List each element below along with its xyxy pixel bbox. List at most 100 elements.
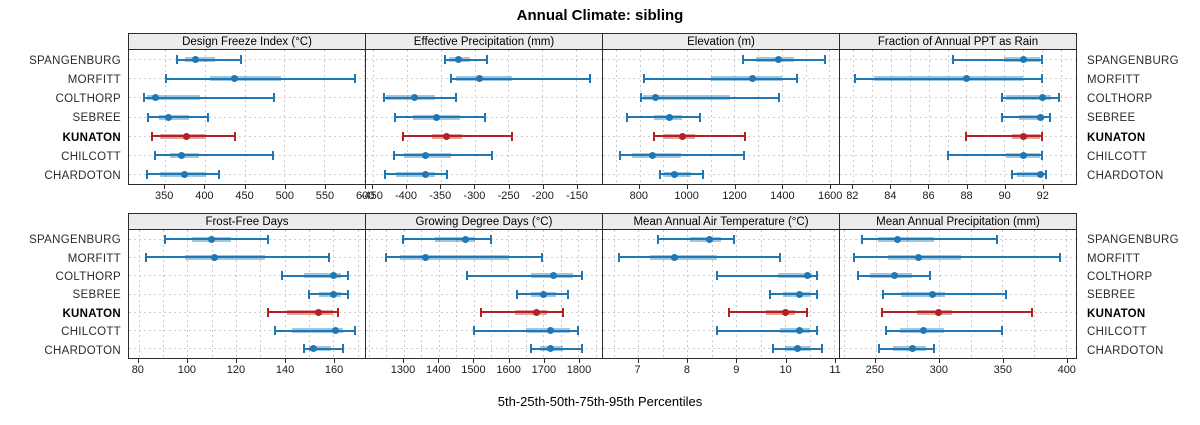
panel: Elevation (m) 800 1000 1200 1400 1600: [602, 33, 842, 213]
median-dot: [208, 235, 216, 243]
whisker-cap-left: [880, 307, 883, 317]
median-dot: [433, 113, 441, 121]
axis-tick: [852, 185, 854, 189]
whisker-cap-right: [327, 252, 330, 262]
axis-tick: [1042, 185, 1044, 189]
whisker-line: [1011, 173, 1046, 176]
axis-tick: [334, 359, 336, 363]
axis-tick-label: 84: [884, 190, 897, 202]
whisker-line: [728, 311, 808, 314]
whisker-cap-left: [164, 234, 167, 244]
whisker-cap-right: [1001, 326, 1004, 336]
whisker-cap-left: [878, 344, 881, 354]
whisker-cap-left: [771, 344, 774, 354]
whisker-line: [282, 274, 348, 277]
row-gridline: [840, 116, 1076, 118]
whisker-cap-right: [743, 131, 746, 141]
median-dot: [671, 253, 679, 261]
median-dot: [648, 151, 656, 159]
row-gridline: [603, 348, 839, 350]
axis-tick: [284, 185, 286, 189]
station-label: KUNATON: [1087, 307, 1146, 320]
whisker-cap-right: [732, 234, 735, 244]
axis-tick-label: 1400: [425, 364, 451, 376]
panel-x-axis: 800 1000 1200 1400 1600: [602, 185, 842, 213]
median-dot: [421, 151, 429, 159]
whisker-cap-right: [820, 344, 823, 354]
axis-tick: [579, 359, 581, 363]
strip-spacer: [1080, 213, 1200, 231]
axis-tick-label: 1500: [461, 364, 486, 376]
axis-tick-label: 86: [922, 190, 935, 202]
median-dot: [315, 308, 323, 316]
axis-tick-label: 1200: [722, 190, 747, 202]
whisker-cap-right: [354, 326, 357, 336]
whisker-cap-right: [823, 55, 826, 65]
median-dot: [421, 253, 429, 261]
axis-tick-label: -300: [463, 190, 486, 202]
whisker-cap-left: [143, 93, 146, 103]
whisker-cap-left: [281, 271, 284, 281]
axis-tick: [285, 359, 287, 363]
whisker-line: [861, 238, 998, 241]
station-label-list: SPANGENBURG MORFITT COLTHORP SEBREE KUNATON C…: [0, 51, 128, 186]
axis-tick: [938, 359, 940, 363]
median-dot: [796, 290, 804, 298]
whisker-line: [855, 77, 1042, 80]
whisker-cap-left: [769, 289, 772, 299]
axis-tick-label: 160: [324, 364, 344, 376]
axis-tick-label: 11: [829, 364, 841, 376]
panel-strip-title: Mean Annual Precipitation (mm): [839, 213, 1077, 230]
axis-tick-label: 82: [846, 190, 859, 202]
station-label: SPANGENBURG: [29, 54, 121, 67]
axis-tick: [577, 185, 578, 189]
whisker-cap-right: [1058, 93, 1060, 103]
whisker-cap-right: [485, 55, 488, 65]
whisker-cap-left: [383, 93, 386, 103]
row-gridline: [603, 173, 839, 175]
station-label: MORFITT: [1087, 73, 1141, 86]
axis-tick-label: -250: [497, 190, 520, 202]
bottom-right-station-labels: SPANGENBURG MORFITT COLTHORP SEBREE KUNATON C…: [1080, 213, 1200, 385]
panel: Fraction of Annual PPT as Rain 82 84 86 88 90…: [839, 33, 1077, 213]
median-dot: [1038, 94, 1046, 102]
axis-tick: [473, 359, 475, 363]
median-dot: [332, 327, 340, 335]
axis-tick: [874, 359, 876, 363]
whisker-line: [165, 238, 268, 241]
axis-tick-label: 92: [1036, 190, 1049, 202]
station-label-list: SPANGENBURG MORFITT COLTHORP SEBREE KUNATON C…: [1080, 231, 1200, 360]
whisker-cap-right: [206, 112, 209, 122]
whisker-cap-right: [1048, 112, 1051, 122]
whisker-cap-right: [815, 271, 818, 281]
station-label: CHARDOTON: [1087, 344, 1164, 357]
whisker-line: [885, 329, 1003, 332]
median-dot: [192, 56, 200, 64]
whisker-cap-right: [580, 271, 583, 281]
panel-plot-area: [839, 230, 1077, 359]
whisker-cap-left: [479, 307, 482, 317]
row-gridline: [603, 116, 839, 118]
whisker-cap-right: [1005, 289, 1008, 299]
whisker-line: [480, 311, 563, 314]
whisker-cap-right: [272, 150, 275, 160]
panel-strip-title: Design Freeze Index (°C): [128, 33, 366, 50]
median-dot: [455, 56, 463, 64]
whisker-line: [152, 135, 236, 138]
axis-tick-label: 1300: [390, 364, 416, 376]
median-dot: [962, 75, 970, 83]
whisker-cap-left: [715, 326, 718, 336]
whisker-line: [402, 135, 513, 138]
row-gridline: [603, 311, 839, 313]
whisker-cap-right: [815, 289, 818, 299]
whisker-line: [176, 58, 241, 61]
station-label: CHARDOTON: [44, 170, 121, 183]
median-dot: [893, 235, 901, 243]
panel: Mean Annual Air Temperature (°C) 7 8 9 10 11: [602, 213, 841, 385]
median-dot: [781, 308, 789, 316]
row-gridline: [840, 135, 1076, 137]
whisker-cap-right: [699, 112, 702, 122]
panel-x-axis: 350 400 450 500 550 600: [128, 185, 374, 213]
station-label: SEBREE: [72, 112, 121, 125]
whisker-cap-right: [778, 93, 781, 103]
